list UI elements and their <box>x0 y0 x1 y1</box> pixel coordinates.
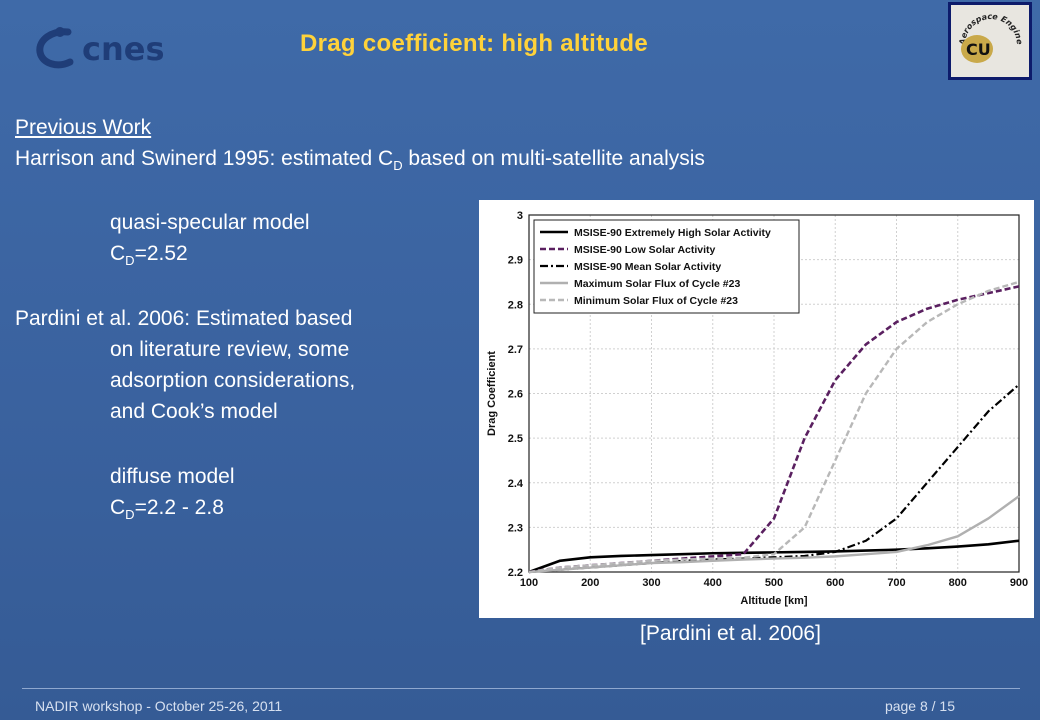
pardini-line-2: on literature review, some <box>110 338 350 361</box>
x-tick-label: 500 <box>765 577 783 589</box>
series-line <box>528 539 1020 574</box>
cd2-c: C <box>110 496 126 519</box>
x-tick-label: 900 <box>1010 577 1028 589</box>
y-tick-label: 2.8 <box>508 299 523 311</box>
cnes-logo-mark: cnes <box>36 27 165 69</box>
harrison-line: Harrison and Swinerd 1995: estimated CD … <box>15 143 705 181</box>
x-tick-label: 800 <box>949 577 967 589</box>
y-tick-label: 2.7 <box>508 344 523 356</box>
x-tick-label: 400 <box>704 577 722 589</box>
y-tick-label: 2.5 <box>508 433 523 445</box>
cd2-val: =2.2 - 2.8 <box>134 496 224 519</box>
plot-frame <box>528 214 1020 573</box>
x-tick-label: 700 <box>887 577 905 589</box>
footer-event: NADIR workshop - October 25-26, 2011 <box>35 698 283 714</box>
cd1-value: CD=2.52 <box>110 238 188 276</box>
cu-aerospace-logo: Aerospace Engineering CU <box>948 0 1032 80</box>
y-tick-label: 2.3 <box>508 522 523 534</box>
y-tick-label: 2.6 <box>508 389 523 401</box>
pardini-line-3: adsorption considerations, <box>110 369 356 392</box>
cd2-sub: D <box>125 507 135 522</box>
legend-label: MSISE-90 Low Solar Activity <box>574 244 716 256</box>
legend-box <box>533 219 800 314</box>
y-tick-label: 2.4 <box>508 478 524 490</box>
y-tick-label: 3 <box>517 210 523 222</box>
x-axis-label: Altitude [km] <box>740 595 808 607</box>
series-line <box>528 285 1020 574</box>
figure-caption: [Pardini et al. 2006] <box>640 622 821 645</box>
cnes-logo: cnes <box>30 22 200 72</box>
cd1-c: C <box>110 242 126 265</box>
legend-label: MSISE-90 Extremely High Solar Activity <box>574 227 771 239</box>
harrison-sub: D <box>393 158 403 173</box>
page-title: Drag coefficient: high altitude <box>300 30 648 57</box>
model1-label: quasi-specular model <box>110 211 310 234</box>
pardini-line-4: and Cook’s model <box>110 400 278 423</box>
y-axis-label: Drag Coefficient <box>486 351 498 436</box>
x-tick-label: 100 <box>520 577 538 589</box>
chart-svg: 100 200 300 400 500 600 700 800 900 2.2 2.3 2.4 2.5 2… <box>486 210 1028 607</box>
cnes-logo-text: cnes <box>82 30 165 68</box>
pardini-line-1: Pardini et al. 2006: Estimated based <box>15 307 353 330</box>
page-number: page 8 / 15 <box>884 698 955 714</box>
series-line <box>528 280 1020 574</box>
y-tick-label: 2.2 <box>508 567 523 579</box>
x-tick-label: 200 <box>581 577 599 589</box>
cu-logo-graphic: Aerospace Engineering CU <box>948 0 1024 63</box>
cu-logo-mark: CU <box>966 40 991 59</box>
cd2-value: CD=2.2 - 2.8 <box>110 492 224 530</box>
previous-work-heading: Previous Work <box>15 116 152 139</box>
legend-label: Minimum Solar Flux of Cycle #23 <box>574 295 738 307</box>
harrison-text-end: based on multi-satellite analysis <box>402 147 705 170</box>
x-tick-label: 600 <box>826 577 844 589</box>
cd1-val: =2.52 <box>134 242 188 265</box>
harrison-text: Harrison and Swinerd 1995: estimated C <box>15 147 394 170</box>
legend-label: Maximum Solar Flux of Cycle #23 <box>574 278 740 290</box>
model2-label: diffuse model <box>110 465 235 488</box>
x-tick-label: 300 <box>642 577 660 589</box>
y-tick-label: 2.9 <box>508 255 523 267</box>
series-line <box>528 495 1020 574</box>
cd1-sub: D <box>125 253 135 268</box>
footer-divider <box>22 688 1020 689</box>
drag-coefficient-chart: 100 200 300 400 500 600 700 800 900 2.2 2.3 2.4 2.5 2… <box>479 200 1034 618</box>
legend-label: MSISE-90 Mean Solar Activity <box>574 261 721 273</box>
